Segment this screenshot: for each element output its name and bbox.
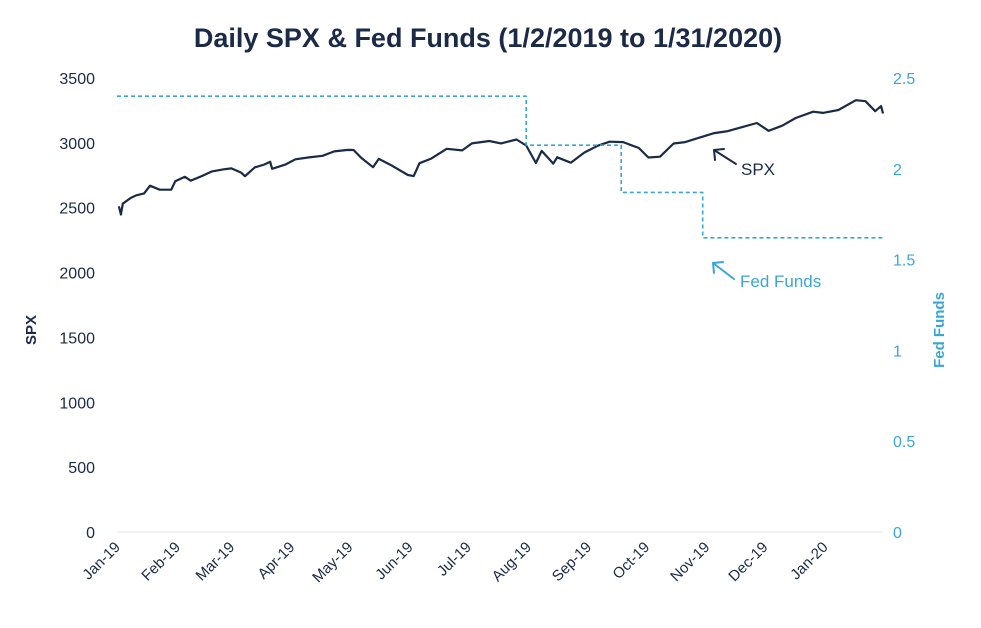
y-left-axis-label: SPX xyxy=(23,315,40,345)
y-right-tick-label: 1.5 xyxy=(893,253,915,270)
x-tick-label: Nov-19 xyxy=(667,539,713,585)
y-left-tick-label: 0 xyxy=(86,525,95,542)
y-right-tick-label: 2.5 xyxy=(893,71,915,88)
x-tick-label: Aug-19 xyxy=(489,539,535,585)
y-left-tick-label: 3500 xyxy=(59,71,95,88)
x-tick-label: Feb-19 xyxy=(138,539,184,585)
series-layer xyxy=(117,95,885,239)
fed-funds-series-line xyxy=(117,95,883,239)
chart-title: Daily SPX & Fed Funds (1/2/2019 to 1/31/… xyxy=(194,23,782,53)
left-axis-ticks: 0 500 1000 1500 2000 2500 3000 3500 xyxy=(59,71,95,542)
x-tick-label: Oct-19 xyxy=(609,539,653,583)
fed-funds-annotation: Fed Funds xyxy=(712,261,821,291)
spx-annotation-label: SPX xyxy=(741,160,775,179)
right-axis-ticks: 0 0.5 1 1.5 2 2.5 xyxy=(893,71,915,542)
y-left-tick-label: 2500 xyxy=(59,201,95,218)
y-left-tick-label: 1000 xyxy=(59,395,95,412)
spx-annotation: SPX xyxy=(713,148,775,179)
y-left-tick-label: 500 xyxy=(68,460,95,477)
x-tick-label: May-19 xyxy=(309,539,356,586)
y-right-tick-label: 0 xyxy=(893,525,902,542)
x-tick-label: Jun-19 xyxy=(372,539,416,583)
fed-funds-annotation-arrow-icon xyxy=(712,261,735,280)
spx-series-line xyxy=(117,99,885,216)
y-left-tick-label: 2000 xyxy=(59,266,95,283)
y-right-axis-label: Fed Funds xyxy=(931,292,948,368)
y-right-tick-label: 2 xyxy=(893,162,902,179)
x-tick-label: Mar-19 xyxy=(193,539,239,585)
y-right-tick-label: 0.5 xyxy=(893,434,915,451)
x-tick-label: Dec-19 xyxy=(725,539,771,585)
x-tick-label: Jan-19 xyxy=(79,539,123,583)
y-left-tick-label: 3000 xyxy=(59,136,95,153)
y-right-tick-label: 1 xyxy=(893,343,902,360)
x-tick-label: Apr-19 xyxy=(254,539,298,583)
x-axis-ticks: Jan-19 Feb-19 Mar-19 Apr-19 May-19 Jun-19 Jul-… xyxy=(79,539,831,586)
spx-annotation-arrow-icon xyxy=(713,148,737,165)
x-tick-label: Jul-19 xyxy=(434,539,475,580)
fed-funds-annotation-label: Fed Funds xyxy=(740,272,821,291)
x-tick-label: Sep-19 xyxy=(549,539,595,585)
y-left-tick-label: 1500 xyxy=(59,330,95,347)
x-tick-label: Jan-20 xyxy=(787,539,831,583)
